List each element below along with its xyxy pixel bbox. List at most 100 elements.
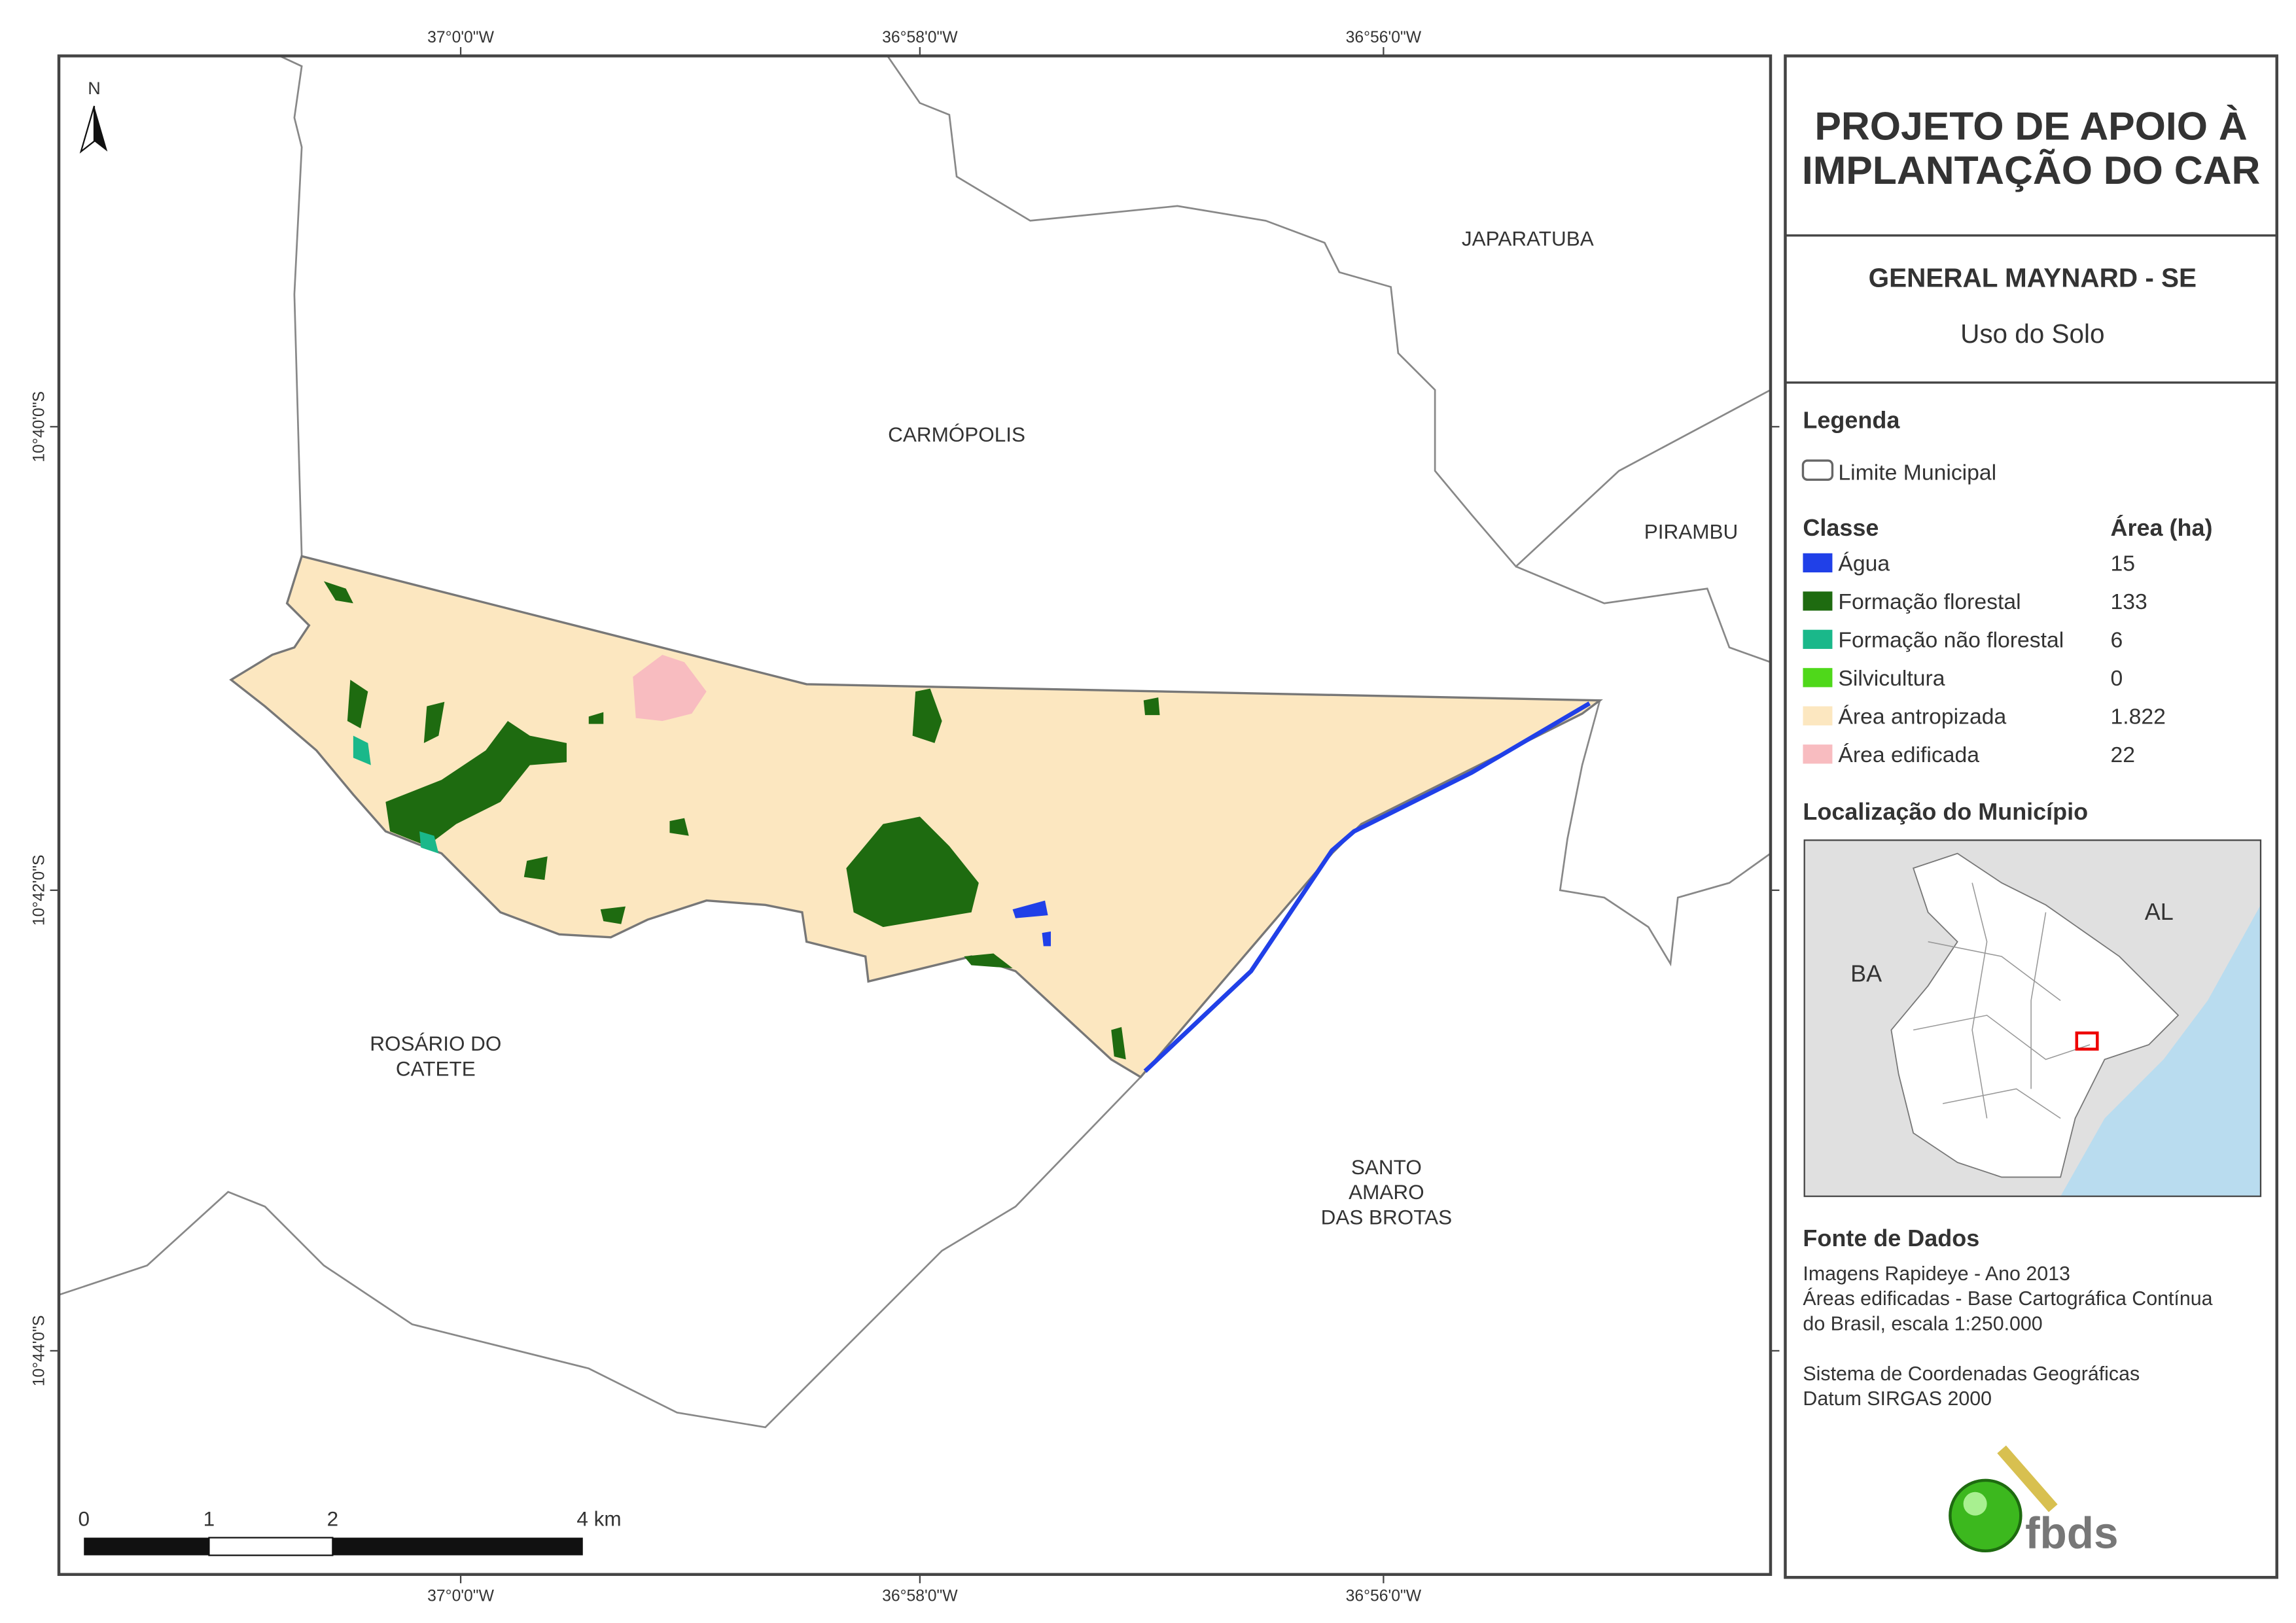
boundary-swatch <box>1801 459 1834 481</box>
lon-label: 36°56'0"W <box>1346 1587 1422 1605</box>
legend-area: 22 <box>2111 742 2136 767</box>
subtitle: GENERAL MAYNARD - SE <box>1869 263 2197 293</box>
legend-swatch <box>1803 668 1833 688</box>
municipal-lines <box>1913 882 2091 1119</box>
logo: fbds <box>1949 1445 2119 1558</box>
scale-label: 0 <box>78 1507 90 1531</box>
ocean <box>2060 905 2261 1196</box>
boundary-line <box>279 55 303 557</box>
forest-patch <box>669 818 689 836</box>
legend-area: 15 <box>2111 551 2136 576</box>
scale-label: 4 km <box>576 1507 621 1531</box>
map-area: N <box>57 54 1773 1577</box>
state-shape <box>1890 852 2180 1178</box>
municipality <box>229 555 1603 1079</box>
map-frame <box>57 54 1773 1577</box>
legend-swatch <box>1803 553 1833 572</box>
legend-swatch <box>1803 706 1833 725</box>
forest-patch <box>964 953 1013 969</box>
place-name: CATETE <box>396 1056 476 1080</box>
water-patch <box>1012 900 1048 918</box>
panel-frame <box>1784 54 2278 1579</box>
water-strip <box>1143 701 1591 1073</box>
area-header: Área (ha) <box>2111 514 2213 541</box>
logo-highlight <box>1963 1492 1987 1516</box>
forest-patch <box>912 688 942 743</box>
source-line: Sistema de Coordenadas Geográficas <box>1803 1363 2140 1385</box>
place-name: CARMÓPOLIS <box>888 423 1025 446</box>
source-line: Áreas edificadas - Base Cartográfica Con… <box>1803 1288 2212 1310</box>
lat-label: 10°42'0"S <box>31 854 48 926</box>
lat-label: 10°40'0"S <box>31 391 48 462</box>
source-line: Datum SIRGAS 2000 <box>1803 1388 1992 1410</box>
nonforest-patch <box>419 831 439 854</box>
legend-class: Silvicultura <box>1838 666 1945 691</box>
lat-label: 10°44'0"S <box>31 1316 48 1387</box>
forest-patch <box>1143 697 1160 716</box>
boundary-line <box>1515 565 1771 663</box>
scale-bar <box>84 1537 583 1556</box>
scale-label: 1 <box>203 1507 215 1531</box>
legend-area: 1.822 <box>2111 705 2166 729</box>
legend-area: 6 <box>2111 628 2123 653</box>
legend-area: 0 <box>2111 666 2123 691</box>
location-heading: Localização do Município <box>1803 798 2088 825</box>
water-patch <box>1042 931 1051 947</box>
forest-patch <box>423 701 445 743</box>
forest-patch <box>385 721 567 846</box>
place-name: AMARO <box>1349 1180 1424 1204</box>
legend-area: 133 <box>2111 589 2147 614</box>
scale-label: 2 <box>327 1507 339 1531</box>
legend-heading: Legenda <box>1803 407 1900 434</box>
scale-segment <box>208 1537 334 1556</box>
forest-patch <box>323 581 353 604</box>
inset-map: BA AL <box>1803 839 2262 1197</box>
title-line: PROJETO DE APOIO À <box>1814 104 2247 148</box>
lon-label: 37°0'0"W <box>427 29 494 46</box>
logo-circle <box>1949 1478 2022 1553</box>
forest-patch <box>1111 1027 1126 1060</box>
lon-label: 36°58'0"W <box>882 1587 958 1605</box>
theme: Uso do Solo <box>1960 319 2104 349</box>
legend-class: Área edificada <box>1838 742 1979 767</box>
scale-segment <box>332 1537 583 1556</box>
legend-class: Formação não florestal <box>1838 628 2064 653</box>
location-marker <box>2075 1031 2099 1051</box>
legend-swatch <box>1803 629 1833 649</box>
inset-frame <box>1803 839 2262 1197</box>
forest-patch <box>600 906 626 924</box>
north-arrow: N <box>79 79 108 154</box>
lon-label: 36°56'0"W <box>1346 29 1422 46</box>
place-name: ROSÁRIO DO <box>370 1032 501 1055</box>
north-label: N <box>88 79 101 98</box>
place-name: SANTO <box>1351 1155 1422 1179</box>
legend-class: Área antropizada <box>1838 705 2006 729</box>
sources-heading: Fonte de Dados <box>1803 1225 1979 1251</box>
inset-label: BA <box>1850 960 1882 986</box>
lon-label: 36°58'0"W <box>882 29 958 46</box>
north-arrow-right <box>94 105 108 152</box>
legend-class: Água <box>1838 551 1890 576</box>
inset-label: AL <box>2145 898 2174 925</box>
place-name: JAPARATUBA <box>1462 227 1594 251</box>
place-name: PIRAMBU <box>1644 519 1738 543</box>
boundary-line <box>887 55 1771 568</box>
boundary-label: Limite Municipal <box>1838 460 1996 485</box>
north-arrow-left <box>79 105 96 154</box>
title-line: IMPLANTAÇÃO DO CAR <box>1802 148 2260 192</box>
forest-patch <box>347 680 368 729</box>
built-area <box>633 654 707 722</box>
lon-label: 37°0'0"W <box>427 1587 494 1605</box>
logo-text: fbds <box>2025 1509 2118 1558</box>
boundary-line <box>58 1076 1142 1429</box>
side-panel: PROJETO DE APOIO À IMPLANTAÇÃO DO CAR GE… <box>1784 54 2278 1579</box>
forest-patch <box>523 856 548 881</box>
legend-class: Formação florestal <box>1838 589 2021 614</box>
boundary-line <box>1559 700 1771 967</box>
class-header: Classe <box>1803 514 1879 541</box>
source-line: do Brasil, escala 1:250.000 <box>1803 1313 2042 1335</box>
logo-bar <box>1997 1445 2058 1512</box>
nonforest-patch <box>353 735 371 765</box>
